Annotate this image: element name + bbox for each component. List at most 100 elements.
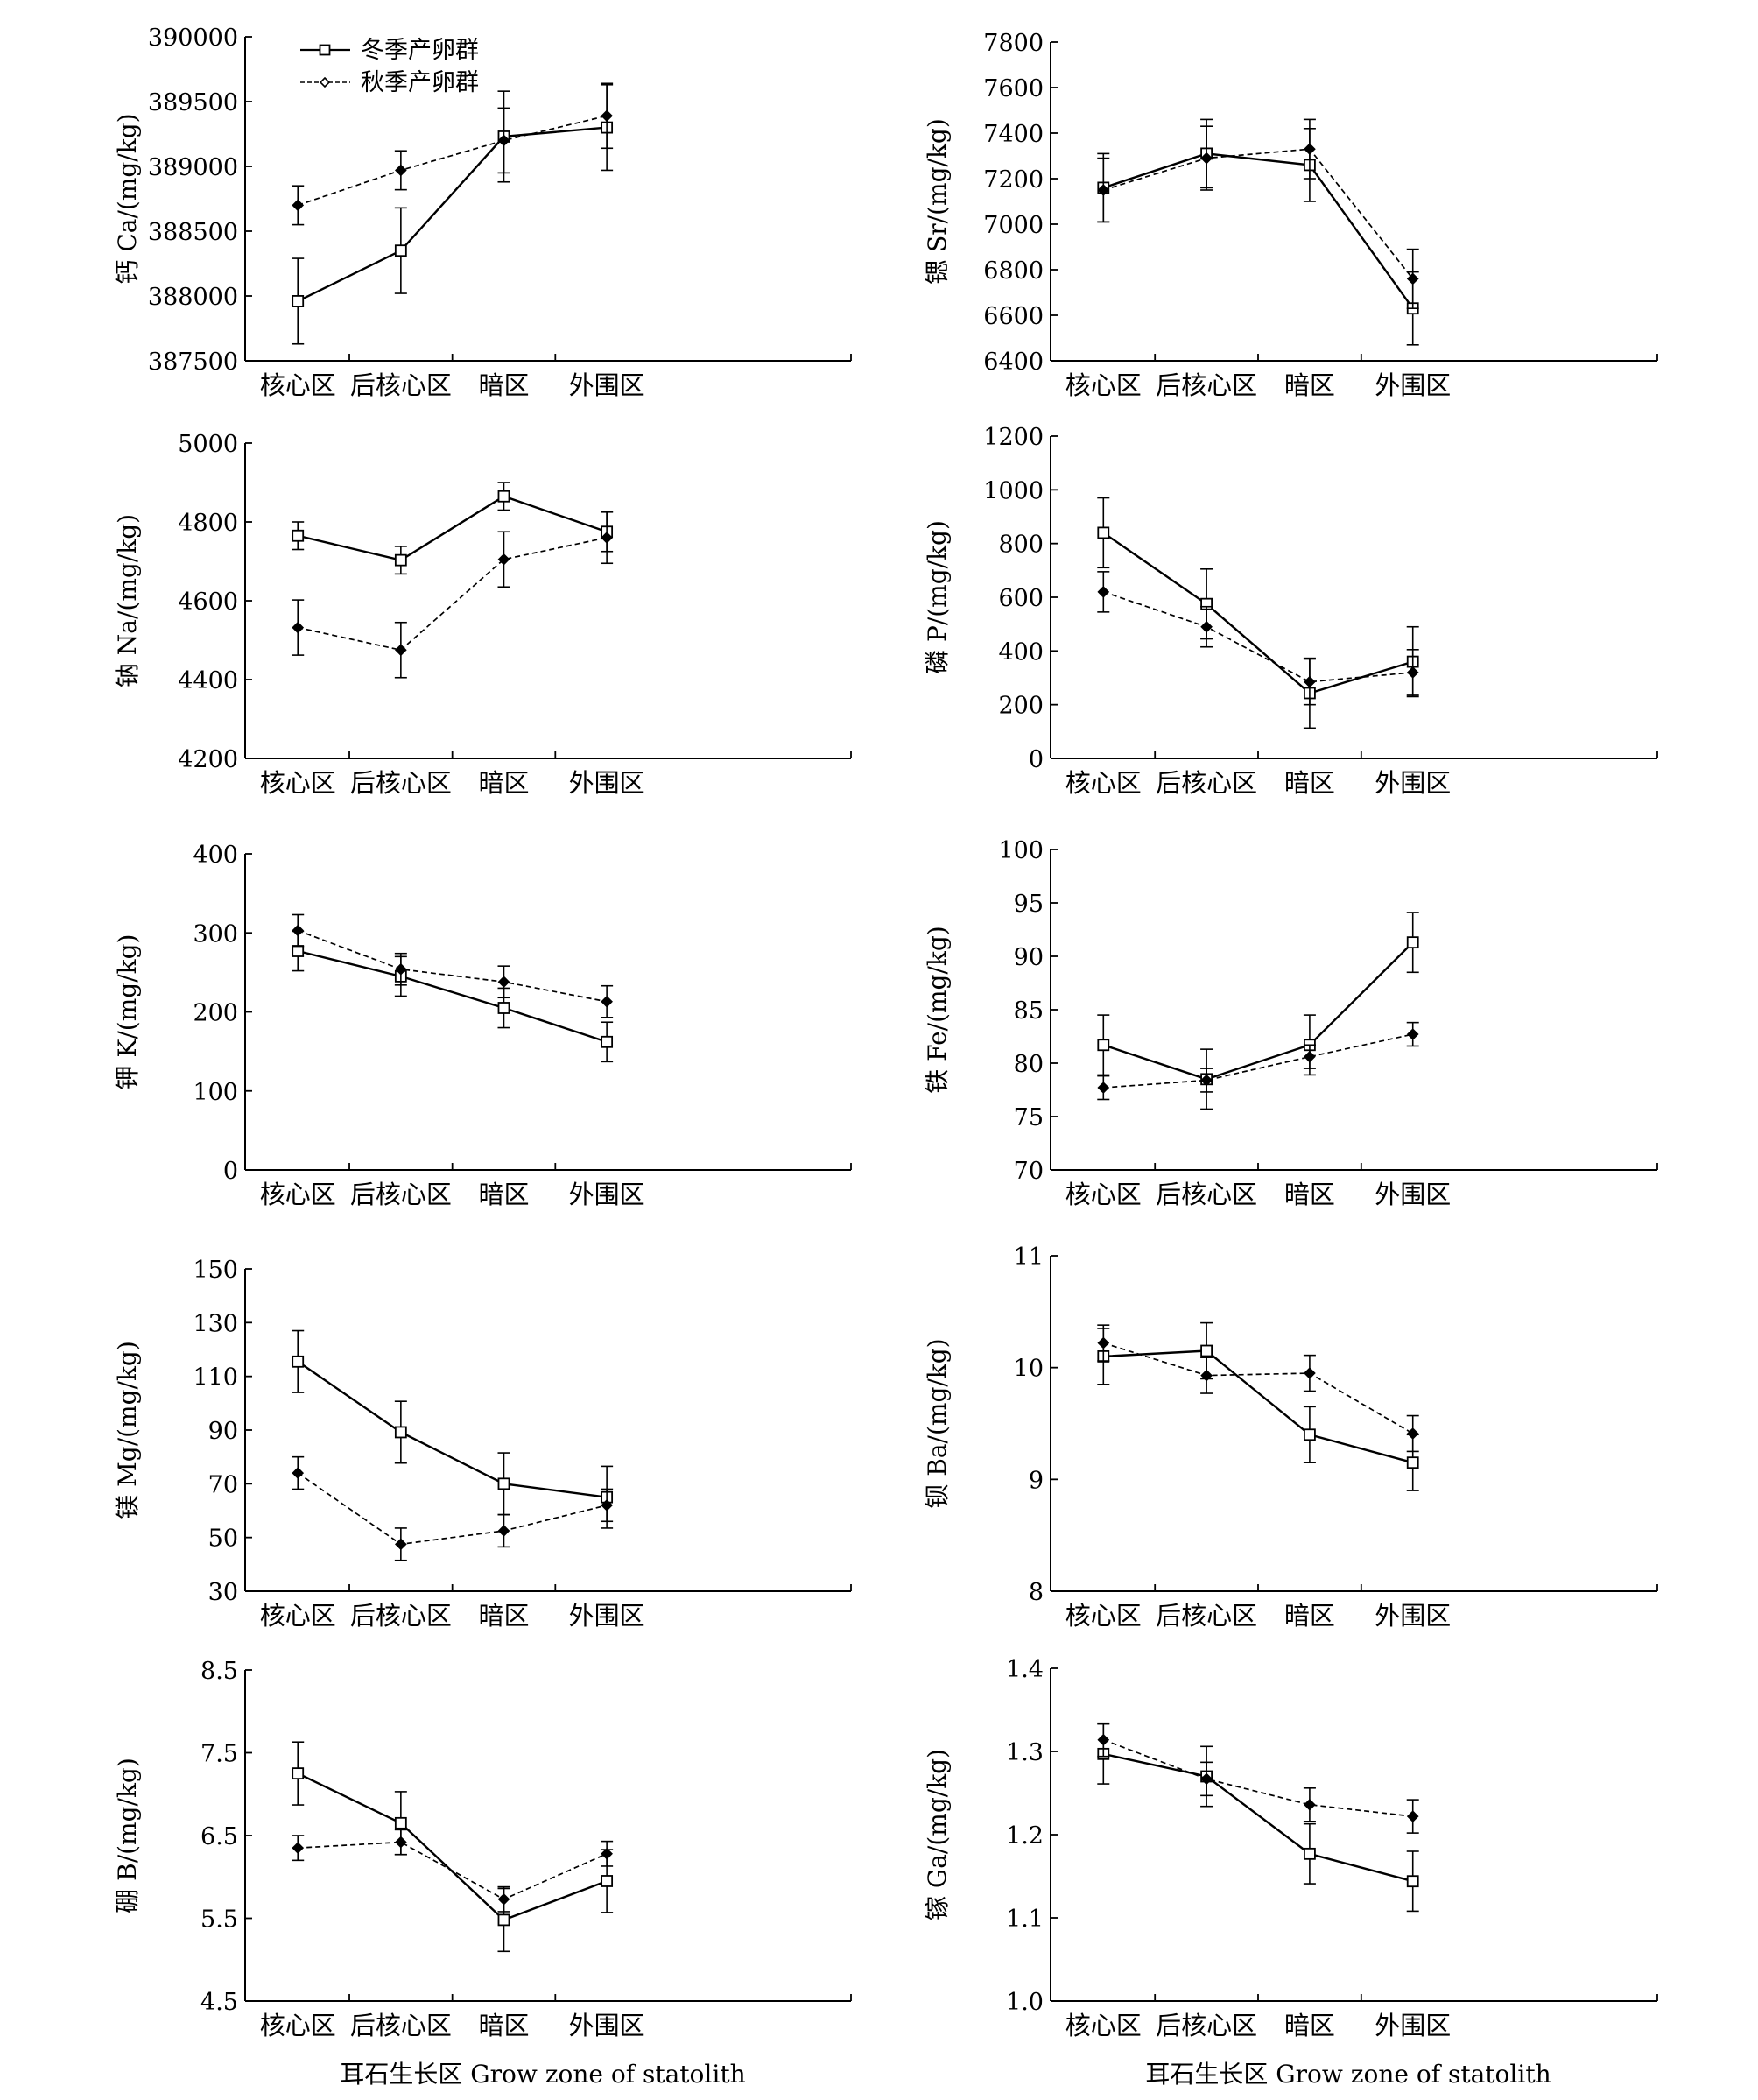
series-line [1103, 1349, 1414, 1464]
data-point-autumn [601, 532, 613, 544]
x-tick-label: 外围区 [569, 1180, 645, 1209]
series-autumn [292, 82, 614, 226]
chart-panel-5: 0 100 200 300 400 核心区 后核心区 暗区 外围区 钾 K/(mg/kg) [113, 842, 852, 1209]
legend-autumn-marker [319, 76, 331, 88]
y-tick-label: 388000 [148, 284, 238, 311]
y-tick-label: 85 [1014, 997, 1044, 1025]
y-tick-label: 100 [998, 837, 1044, 864]
data-point-autumn [601, 1847, 613, 1860]
data-point-winter [394, 1816, 407, 1829]
x-tick-label: 外围区 [1375, 1180, 1451, 1209]
x-tick-label: 核心区 [260, 370, 336, 400]
x-tick-label: 后核心区 [350, 370, 452, 400]
series-winter [292, 1329, 614, 1529]
x-tick-label: 暗区 [1284, 370, 1335, 400]
y-tick-label: 7.5 [200, 1741, 238, 1768]
y-tick-label: 95 [1014, 891, 1044, 918]
data-point-autumn [1304, 143, 1316, 156]
data-point-autumn [394, 962, 407, 976]
data-point-autumn [292, 621, 305, 634]
x-tick-label: 后核心区 [350, 1601, 452, 1631]
data-point-autumn [394, 644, 407, 657]
data-point-autumn [394, 1538, 407, 1551]
data-point-autumn [1097, 1336, 1110, 1349]
series-line [297, 949, 608, 1043]
y-axis-title: 钙 Ca/(mg/kg) [113, 113, 142, 284]
y-tick-label: 1.3 [1006, 1739, 1044, 1766]
data-point-autumn [497, 134, 510, 147]
y-tick-label: 1.2 [1006, 1822, 1044, 1850]
x-tick-label: 暗区 [1284, 1601, 1335, 1631]
series-autumn [292, 913, 614, 1018]
series-autumn [1097, 1021, 1419, 1101]
y-tick-label: 50 [208, 1526, 238, 1553]
series-line [1103, 591, 1413, 683]
data-point-autumn [497, 1892, 510, 1906]
data-point-autumn [1097, 1733, 1110, 1746]
chart-panel-7: 30 50 70 90 110 130 150 核心区 后核心区 暗区 外围区 镁 Mg/(mg/kg… [113, 1257, 852, 1631]
series-autumn [292, 1455, 614, 1561]
data-point-winter [1304, 1847, 1316, 1860]
x-tick-label: 暗区 [478, 2011, 529, 2040]
legend-autumn-label: 秋季产卵群 [361, 69, 479, 96]
series-winter [1097, 1321, 1419, 1491]
data-point-winter [601, 1035, 614, 1048]
y-tick-label: 7200 [983, 166, 1044, 194]
y-tick-label: 390000 [148, 25, 238, 52]
x-tick-label: 后核心区 [1156, 768, 1257, 798]
chart-panel-6: 70 75 80 85 90 95 100 核心区 后核心区 暗区 外围区 铁 Fe/(mg/kg) [923, 837, 1658, 1209]
y-tick-label: 70 [208, 1471, 238, 1498]
x-tick-label: 核心区 [260, 1601, 336, 1631]
x-tick-label: 核心区 [1065, 768, 1142, 798]
y-tick-label: 110 [193, 1364, 238, 1392]
data-point-winter [292, 1355, 305, 1368]
series-winter [1097, 1723, 1419, 1913]
y-tick-label: 5000 [178, 431, 238, 458]
data-point-winter [497, 1002, 510, 1014]
x-tick-label: 核心区 [1065, 370, 1142, 400]
x-tick-label: 后核心区 [350, 768, 452, 798]
legend-winter-label: 冬季产卵群 [361, 37, 479, 64]
series-winter [1097, 912, 1419, 1110]
y-tick-label: 90 [208, 1418, 238, 1445]
data-point-autumn [394, 1836, 407, 1849]
series-line [297, 1772, 608, 1921]
y-tick-label: 8 [1029, 1579, 1044, 1606]
series-line [297, 126, 608, 302]
chart-panel-2: 6400 6600 6800 7000 7200 7400 7600 7800 核心区 后核心区暗… [923, 30, 1658, 400]
data-point-winter [1097, 526, 1110, 539]
y-tick-label: 6600 [983, 303, 1044, 330]
x-tick-label: 外围区 [1375, 1601, 1451, 1631]
series-line [1102, 152, 1414, 309]
x-tick-label: 暗区 [1284, 768, 1335, 798]
data-point-winter [497, 1477, 510, 1490]
data-point-autumn [292, 1842, 305, 1855]
y-tick-label: 0 [1029, 746, 1044, 773]
chart-panel-3: 4200 4400 4600 4800 5000 核心区 后核心区 暗区 外围区 钠 Na/(mg… [113, 431, 852, 798]
data-point-winter [1304, 1428, 1316, 1441]
x-tick-label: 核心区 [260, 768, 336, 798]
data-point-autumn [292, 199, 305, 212]
data-point-autumn [1200, 152, 1213, 165]
y-axis-title: 锶 Sr/(mg/kg) [923, 118, 952, 285]
series-line [297, 115, 608, 207]
data-point-autumn [601, 109, 613, 123]
x-tick-label: 暗区 [478, 768, 529, 798]
series-autumn [1097, 118, 1419, 310]
data-point-autumn [497, 553, 510, 566]
y-tick-label: 4800 [178, 510, 238, 537]
y-tick-label: 4400 [178, 667, 238, 694]
series-line [1102, 941, 1414, 1081]
series-autumn [1097, 571, 1419, 706]
x-tick-label: 暗区 [1284, 2011, 1335, 2040]
y-axis-title: 钡 Ba/(mg/kg) [923, 1338, 952, 1508]
x-tick-label: 外围区 [569, 768, 645, 798]
y-axis-title: 硼 B/(mg/kg) [113, 1758, 142, 1913]
x-tick-label: 暗区 [478, 370, 529, 400]
y-axis-title: 镓 Ga/(mg/kg) [923, 1749, 952, 1920]
data-point-autumn [601, 995, 613, 1008]
x-tick-label: 核心区 [1065, 1601, 1142, 1631]
data-point-winter [1200, 1344, 1213, 1357]
y-tick-label: 6800 [983, 257, 1044, 285]
